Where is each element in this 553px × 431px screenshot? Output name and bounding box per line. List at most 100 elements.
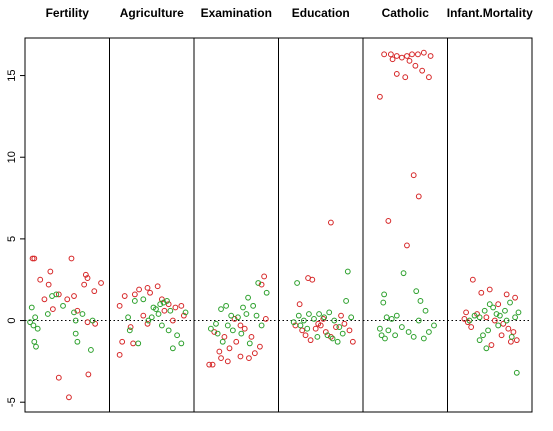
- data-point-green: [240, 304, 246, 311]
- data-point-red: [64, 296, 71, 303]
- data-point-red: [119, 338, 126, 345]
- y-tick-label: -5: [6, 397, 18, 407]
- data-point-green: [165, 327, 172, 334]
- data-point-green: [258, 322, 265, 329]
- data-point-red: [81, 281, 88, 288]
- data-point-red: [144, 284, 151, 291]
- data-point-red: [116, 351, 123, 358]
- data-point-green: [331, 317, 338, 324]
- data-point-red: [231, 316, 238, 322]
- data-point-red: [161, 307, 168, 314]
- data-point-green: [33, 343, 39, 350]
- data-point-red: [491, 317, 498, 324]
- data-point-green: [32, 314, 39, 321]
- data-point-red: [309, 276, 316, 283]
- data-point-red: [257, 343, 263, 350]
- data-point-green: [148, 314, 155, 321]
- data-point-green: [28, 304, 35, 311]
- data-point-green: [417, 298, 424, 304]
- data-point-green: [60, 302, 66, 309]
- data-point-red: [47, 268, 54, 275]
- data-point-green: [30, 322, 37, 329]
- data-point-red: [41, 296, 48, 303]
- data-point-red: [513, 337, 520, 344]
- data-point-red: [127, 324, 134, 330]
- data-point-green: [471, 312, 478, 319]
- data-point-green: [382, 335, 388, 342]
- data-point-green: [219, 338, 226, 345]
- panel-frame: [193, 37, 279, 413]
- data-point-green: [348, 314, 355, 321]
- y-axis: -5 0 5 10 15: [6, 69, 25, 407]
- data-point-red: [248, 333, 255, 340]
- data-point-green: [324, 332, 331, 339]
- data-point-red: [410, 172, 417, 179]
- y-tick-label: 15: [6, 69, 18, 81]
- data-point-green: [228, 312, 235, 319]
- data-point-green: [44, 311, 51, 317]
- data-point-green: [405, 329, 412, 335]
- data-point-red: [469, 276, 476, 283]
- data-point-green: [398, 324, 405, 330]
- data-point-green: [316, 311, 322, 317]
- data-point-red: [116, 302, 123, 309]
- data-point-green: [508, 333, 515, 340]
- panel-frame: [24, 37, 110, 413]
- data-point-red: [131, 291, 138, 298]
- data-point-red: [377, 93, 383, 100]
- panel-title: Infant.Mortality: [447, 6, 533, 20]
- data-point-green: [486, 301, 493, 308]
- data-point-red: [341, 320, 348, 327]
- data-point-red: [85, 371, 92, 378]
- data-point-green: [174, 332, 181, 339]
- data-point-green: [476, 337, 483, 344]
- data-point-red: [346, 327, 353, 334]
- data-point-green: [229, 327, 236, 334]
- data-point-green: [126, 327, 133, 334]
- data-point-green: [513, 369, 520, 376]
- data-point-green: [31, 338, 38, 345]
- data-point-red: [29, 255, 36, 262]
- data-point-red: [121, 293, 128, 299]
- data-point-red: [224, 358, 231, 365]
- data-point-green: [213, 320, 219, 327]
- data-point-red: [169, 317, 176, 324]
- data-point-red: [82, 271, 89, 278]
- data-point-green: [326, 309, 333, 316]
- data-point-green: [431, 322, 437, 329]
- data-point-green: [72, 317, 79, 324]
- data-point-red: [211, 329, 218, 335]
- data-point-red: [37, 276, 44, 283]
- data-point-green: [72, 330, 79, 337]
- data-point-red: [307, 337, 314, 344]
- data-point-green: [89, 317, 96, 324]
- data-point-green: [297, 322, 304, 329]
- data-point-green: [88, 347, 94, 353]
- data-point-green: [415, 317, 422, 324]
- panel-title: Agriculture: [120, 6, 184, 20]
- data-point-green: [481, 307, 488, 314]
- data-point-green: [388, 316, 395, 322]
- data-point-green: [426, 329, 432, 335]
- panel-title: Catholic: [382, 6, 430, 20]
- data-point-red: [488, 342, 495, 348]
- data-point-red: [261, 273, 268, 280]
- data-point-green: [53, 291, 60, 298]
- data-point-red: [49, 306, 56, 313]
- data-point-green: [155, 311, 162, 317]
- data-point-red: [338, 312, 344, 319]
- data-point-green: [224, 322, 231, 329]
- panel-education: Education: [278, 6, 364, 413]
- data-point-red: [237, 322, 244, 329]
- panel-infant-mortality: Infant.Mortality: [447, 6, 533, 413]
- data-point-red: [218, 355, 224, 362]
- data-point-green: [182, 309, 189, 316]
- data-point-green: [304, 325, 311, 332]
- panel-title: Fertility: [46, 6, 90, 20]
- data-point-green: [294, 280, 300, 286]
- data-point-green: [238, 330, 245, 337]
- data-point-red: [427, 53, 434, 59]
- data-point-red: [241, 325, 248, 332]
- panel-examination: Examination: [193, 6, 279, 413]
- data-point-red: [322, 329, 329, 335]
